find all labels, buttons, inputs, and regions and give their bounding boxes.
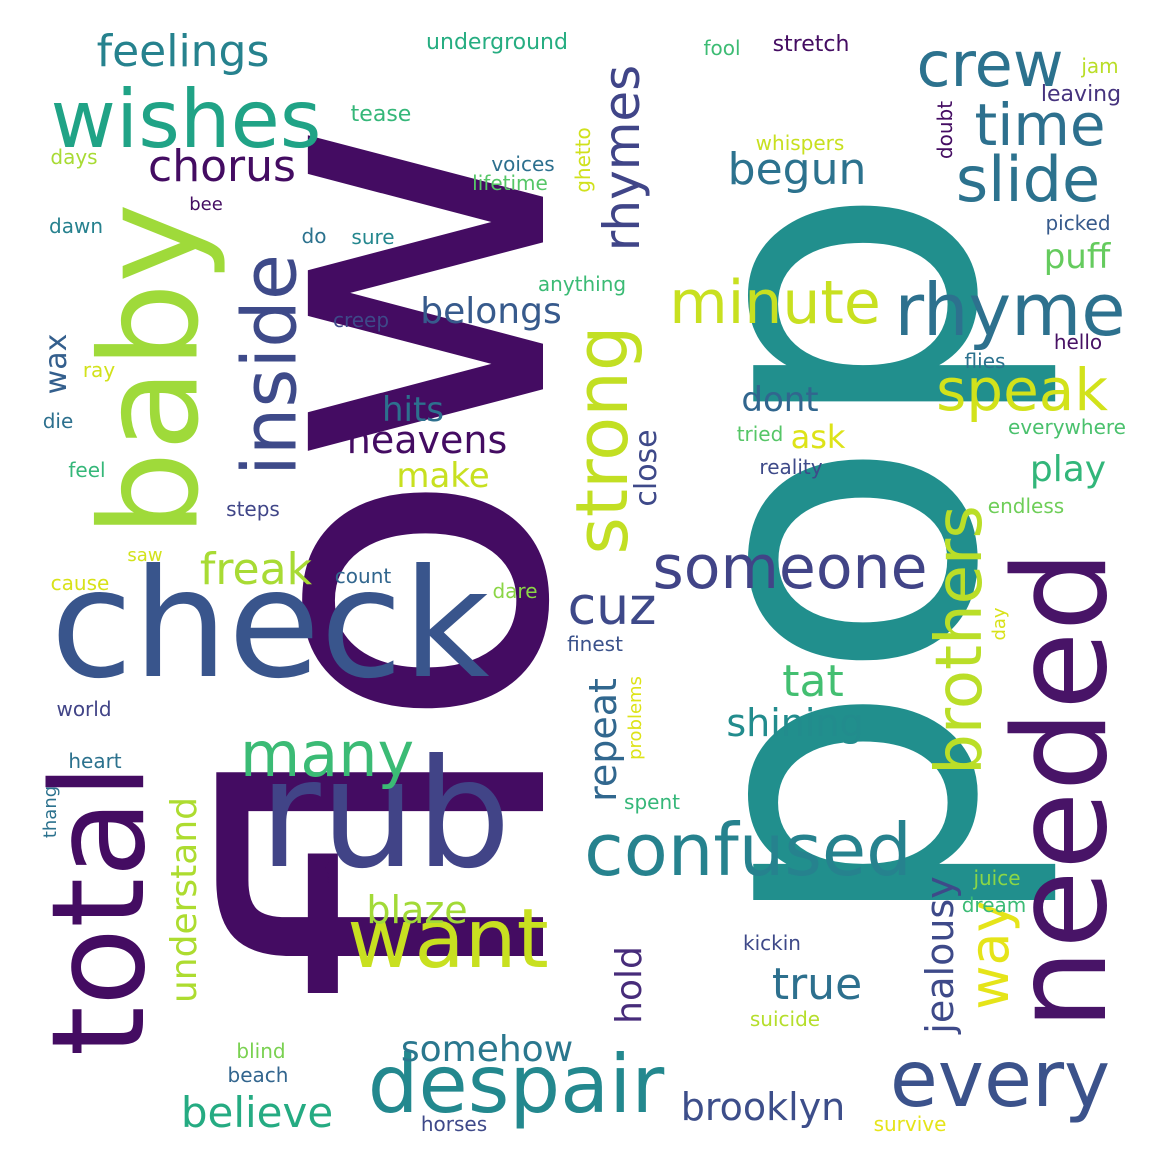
word-crew: crew <box>916 28 1064 101</box>
word-die: die <box>42 409 74 433</box>
word-strong: strong <box>560 325 644 555</box>
word-dont: dont <box>741 380 819 420</box>
word-despair: despair <box>367 1038 665 1131</box>
word-rhymes: rhymes <box>593 64 651 252</box>
word-belongs: belongs <box>420 291 562 332</box>
word-true: true <box>771 959 863 1010</box>
word-stretch: stretch <box>772 32 850 57</box>
word-underground: underground <box>426 30 568 55</box>
word-feel: feel <box>68 458 106 482</box>
word-chorus: chorus <box>148 141 296 192</box>
word-steps: steps <box>226 497 280 521</box>
word-heart: heart <box>68 749 122 773</box>
word-minute: minute <box>669 268 881 338</box>
word-speak: speak <box>936 356 1108 424</box>
word-leaving: leaving <box>1040 82 1122 107</box>
word-begun: begun <box>727 144 867 195</box>
word-tat: tat <box>782 656 844 707</box>
word-juice: juice <box>973 866 1021 890</box>
word-believe: believe <box>180 1088 334 1137</box>
word-horses: horses <box>420 1112 488 1136</box>
word-inside: inside <box>225 253 314 477</box>
word-world: world <box>56 697 112 721</box>
word-fool: fool <box>703 36 741 60</box>
word-do: do <box>301 224 327 248</box>
word-hits: hits <box>381 390 445 430</box>
word-cuz: cuz <box>567 577 657 637</box>
word-cause: cause <box>50 571 110 595</box>
word-kickin: kickin <box>743 931 801 955</box>
word-jam: jam <box>1081 54 1119 78</box>
word-want: want <box>347 892 549 987</box>
word-ask: ask <box>790 418 846 456</box>
word-reality: reality <box>759 455 823 479</box>
word-feelings: feelings <box>96 26 270 77</box>
word-picked: picked <box>1045 211 1111 235</box>
word-check: check <box>50 538 490 712</box>
word-make: make <box>396 456 490 496</box>
word-day: day <box>989 607 1010 641</box>
word-finest: finest <box>567 632 623 656</box>
word-dawn: dawn <box>49 214 103 238</box>
word-close: close <box>629 429 664 507</box>
word-ghetto: ghetto <box>571 127 595 193</box>
word-mix: mix <box>321 856 340 886</box>
word-understand: understand <box>164 796 205 1004</box>
word-whispers: whispers <box>755 131 845 155</box>
word-hold: hold <box>609 946 650 1024</box>
word-survive: survive <box>873 1112 947 1136</box>
word-sure: sure <box>351 225 395 249</box>
word-many: many <box>239 718 415 791</box>
word-every: every <box>889 1035 1111 1125</box>
word-rub: rub <box>259 728 511 902</box>
word-anything: anything <box>537 272 627 296</box>
word-tried: tried <box>736 422 784 446</box>
word-dream: dream <box>961 893 1027 917</box>
word-saw: saw <box>127 545 163 566</box>
word-freak: freak <box>199 544 313 595</box>
word-voices: voices <box>491 152 555 176</box>
word-count: count <box>334 564 392 588</box>
word-days: days <box>50 145 98 169</box>
word-jealousy: jealousy <box>918 876 962 1034</box>
word-blaze: blaze <box>366 888 468 932</box>
word-lifetime: lifetime <box>472 171 548 195</box>
word-blind: blind <box>236 1039 286 1063</box>
word-bee: bee <box>189 194 223 215</box>
word-ray: ray <box>82 358 116 382</box>
word-spent: spent <box>624 790 680 814</box>
word-slide: slide <box>955 143 1101 216</box>
word-puff: puff <box>1043 237 1111 277</box>
word-wishes: wishes <box>50 73 322 166</box>
word-creep: creep <box>332 308 390 332</box>
word-time: time <box>974 91 1106 159</box>
word-rhyme: rhyme <box>894 268 1126 352</box>
word-heavens: heavens <box>346 418 508 462</box>
word-beach: beach <box>227 1063 289 1087</box>
word-flies: flies <box>964 349 1006 373</box>
word-dare: dare <box>492 579 538 603</box>
word-wax: wax <box>39 333 74 395</box>
word-brothers: brothers <box>923 505 997 775</box>
word-somehow: somehow <box>400 1029 574 1070</box>
word-suicide: suicide <box>749 1007 821 1031</box>
word-repeat: repeat <box>581 678 625 802</box>
word-doubt: doubt <box>933 100 957 160</box>
word-brooklyn: brooklyn <box>680 1085 846 1129</box>
word-play: play <box>1029 449 1107 490</box>
word-tease: tease <box>350 102 412 127</box>
word-thang: thang <box>40 785 61 839</box>
word-problems: problems <box>625 676 646 760</box>
word-someone: someone <box>652 533 928 603</box>
word-confused: confused <box>584 808 912 892</box>
word-endless: endless <box>987 494 1065 518</box>
word-everywhere: everywhere <box>1008 415 1126 439</box>
word-hello: hello <box>1053 330 1103 354</box>
word-shining: shining <box>726 701 864 745</box>
